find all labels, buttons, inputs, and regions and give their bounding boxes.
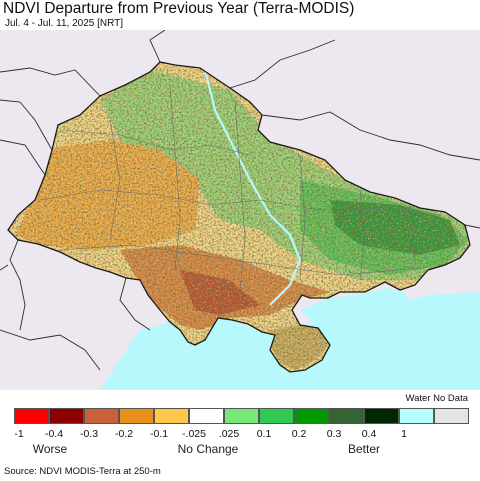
dnipro-river	[203, 69, 302, 306]
ndvi-map	[0, 30, 480, 390]
legend-swatch	[14, 408, 49, 424]
legend-swatch	[154, 408, 189, 424]
legend-better-label: Better	[347, 442, 381, 456]
legend-no-change-label: No Change	[177, 442, 239, 456]
legend-worse-label: Worse	[32, 442, 68, 456]
sea-of-azov	[300, 288, 410, 332]
legend-tick-label: -0.2	[114, 428, 134, 440]
legend-swatch	[224, 408, 259, 424]
legend-swatch	[434, 408, 469, 424]
oblast-borders	[39, 84, 441, 291]
legend: Water No Data -1 -0.4 -0.3 -0.2 -0.1 -.025 .02…	[0, 390, 480, 465]
legend-tick-label: 0.2	[291, 428, 307, 440]
legend-tick-label: .025	[218, 428, 240, 440]
legend-swatch	[84, 408, 119, 424]
legend-tick-label: 0.1	[256, 428, 272, 440]
legend-tick-label: -0.1	[149, 428, 169, 440]
legend-tick-label: 0.3	[326, 428, 342, 440]
legend-swatch	[259, 408, 294, 424]
legend-swatch	[329, 408, 364, 424]
legend-tick-label: -.025	[182, 428, 206, 440]
source-note: Source: NDVI MODIS-Terra at 250-m	[4, 466, 161, 477]
legend-swatch	[49, 408, 84, 424]
legend-swatch	[189, 408, 224, 424]
neighbor-borders	[0, 30, 480, 371]
legend-tick-label: 1	[401, 428, 407, 440]
map-title: NDVI Departure from Previous Year (Terra…	[3, 0, 355, 17]
legend-tick-label: -0.4	[44, 428, 64, 440]
legend-swatch	[119, 408, 154, 424]
legend-tick-label: 0.4	[361, 428, 377, 440]
water-no-data-label: Water No Data	[405, 393, 468, 404]
legend-swatch	[294, 408, 329, 424]
legend-tick-label: -1	[14, 428, 24, 440]
legend-swatch	[399, 408, 434, 424]
legend-tick-label: -0.3	[79, 428, 99, 440]
map-subtitle: Jul. 4 - Jul. 11, 2025 [NRT]	[5, 18, 124, 29]
legend-swatch	[364, 408, 399, 424]
